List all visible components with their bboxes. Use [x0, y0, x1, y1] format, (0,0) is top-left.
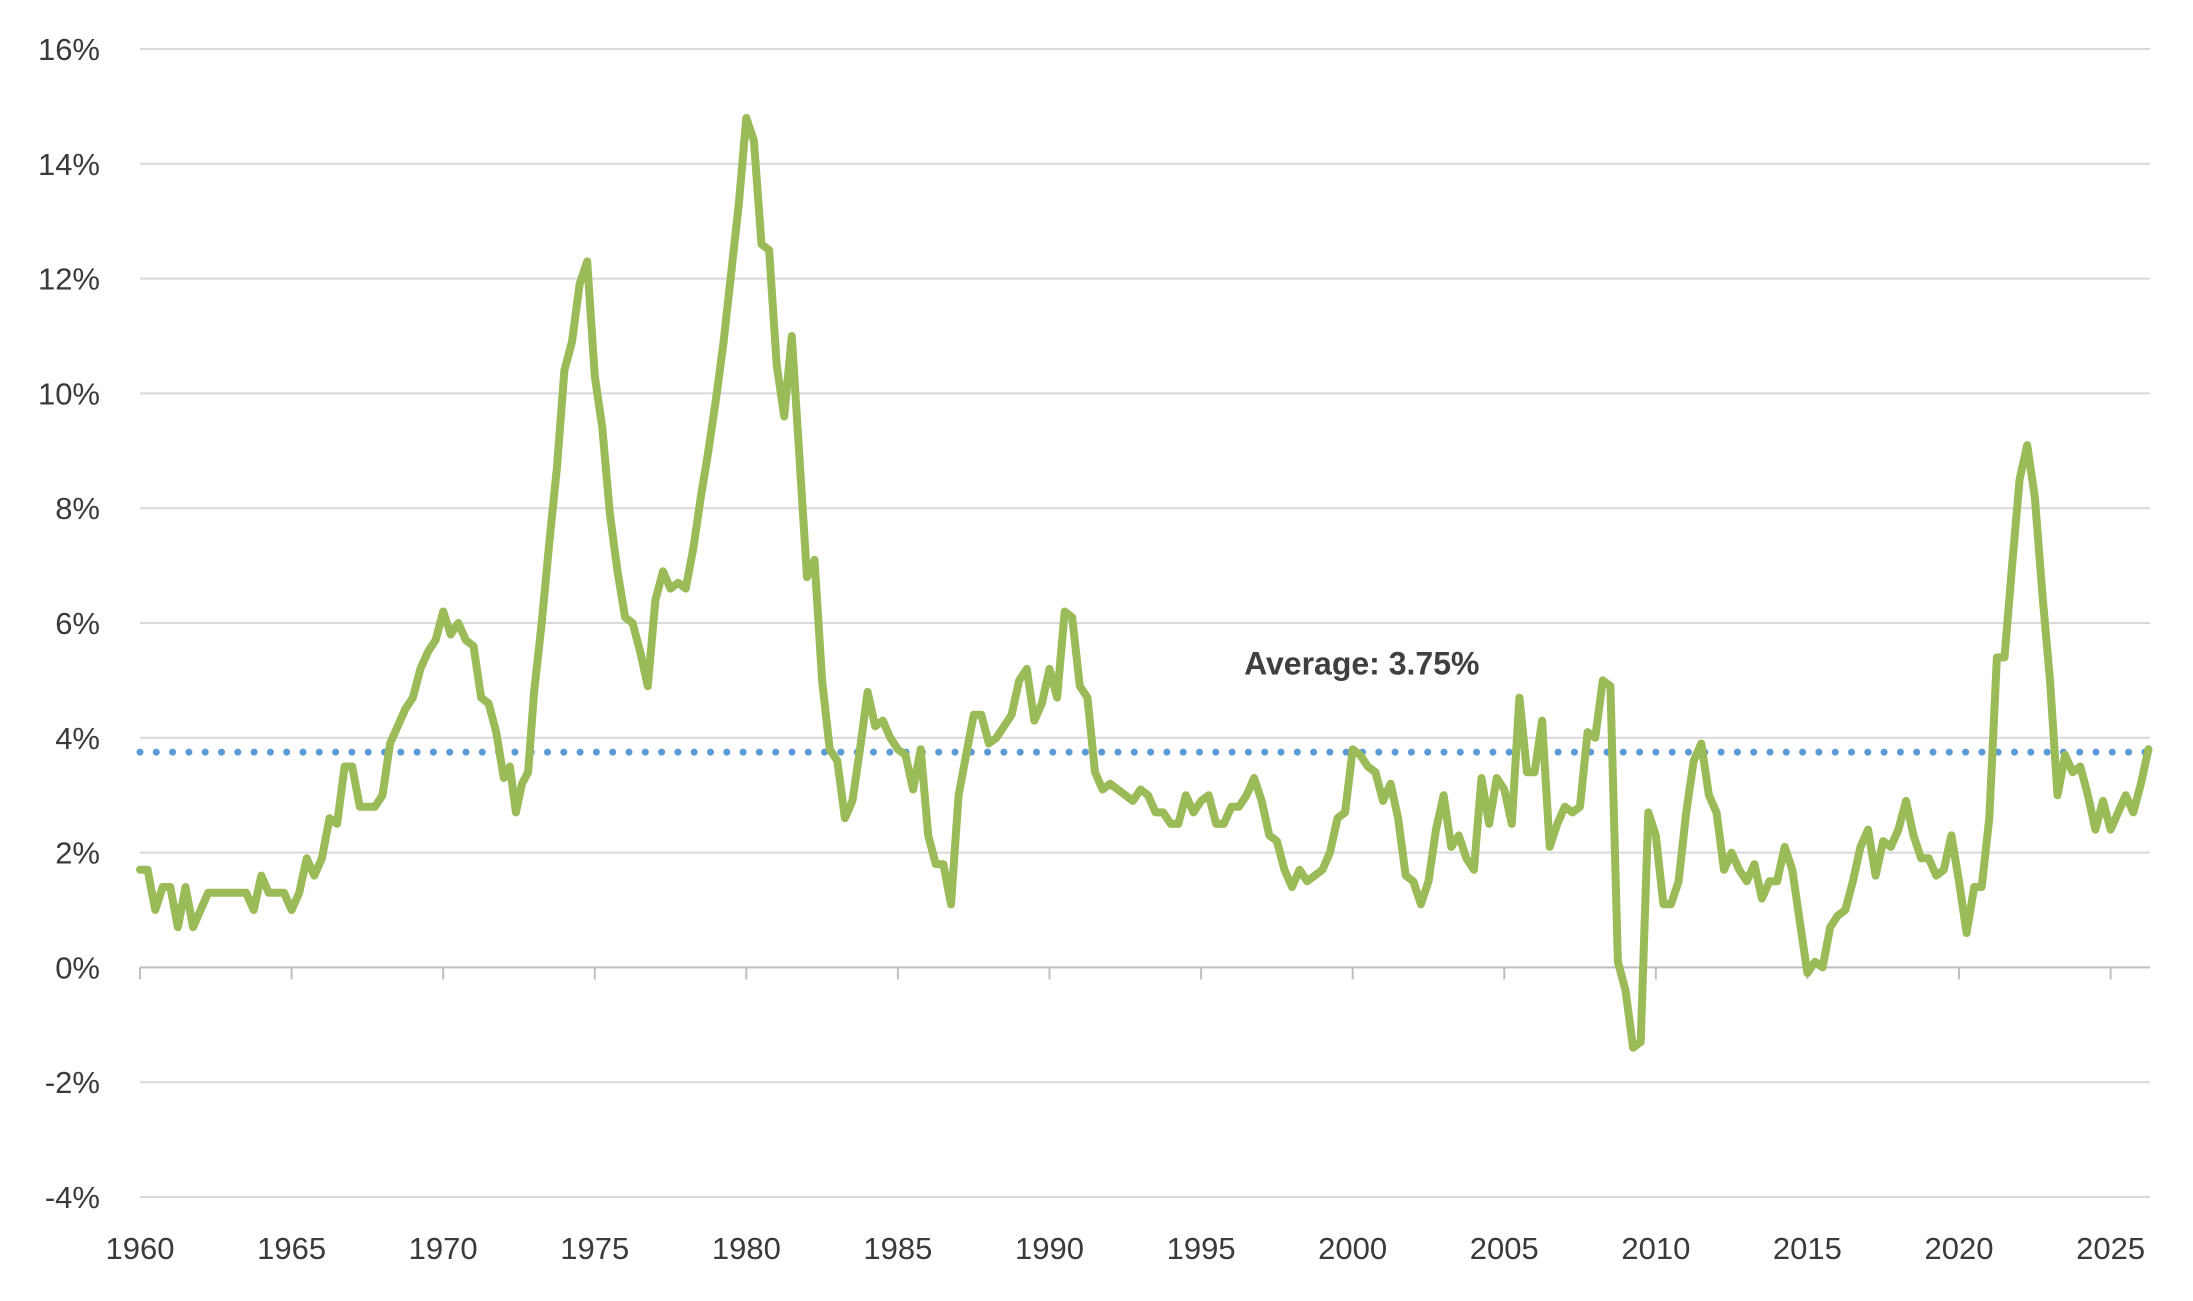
x-tick-label: 2000	[1318, 1231, 1387, 1266]
x-tick-label: 1990	[1015, 1231, 1084, 1266]
x-tick-label: 2025	[2076, 1231, 2145, 1266]
y-tick-label: 6%	[55, 606, 100, 641]
x-tick-label: 2005	[1470, 1231, 1539, 1266]
y-tick-label: -4%	[45, 1180, 100, 1215]
x-tick-label: 1965	[257, 1231, 326, 1266]
y-tick-label: 2%	[55, 836, 100, 871]
x-tick-label: 2010	[1621, 1231, 1690, 1266]
y-tick-label: 10%	[38, 376, 100, 411]
x-axis-tick-labels: 1960 1965 1970 1975 1980 1985 1990 1995 2000 2005…	[106, 1231, 2146, 1266]
series-lines	[136, 113, 2153, 1052]
y-tick-label: 8%	[55, 491, 100, 526]
x-tick-label: 1995	[1167, 1231, 1236, 1266]
x-tick-label: 2015	[1773, 1231, 1842, 1266]
x-axis	[139, 966, 2150, 980]
x-tick-label: 1980	[712, 1231, 781, 1266]
x-tick-label: 2020	[1925, 1231, 1994, 1266]
x-tick-label: 1985	[863, 1231, 932, 1266]
y-tick-label: 14%	[38, 147, 100, 182]
y-tick-label: 12%	[38, 262, 100, 297]
x-tick-label: 1960	[106, 1231, 175, 1266]
y-tick-label: 4%	[55, 721, 100, 756]
x-tick-label: 1975	[560, 1231, 629, 1266]
y-axis-tick-labels: -4% -2% 0% 2% 4% 6% 8% 10% 12% 14% 16%	[38, 32, 100, 1215]
y-tick-label: 16%	[38, 32, 100, 67]
x-tick-label: 1970	[409, 1231, 478, 1266]
y-tick-label: -2%	[45, 1065, 100, 1100]
y-tick-label: 0%	[55, 950, 100, 985]
inflation-series-line	[136, 113, 2153, 1052]
average-annotation: Average: 3.75%	[1244, 646, 1479, 682]
